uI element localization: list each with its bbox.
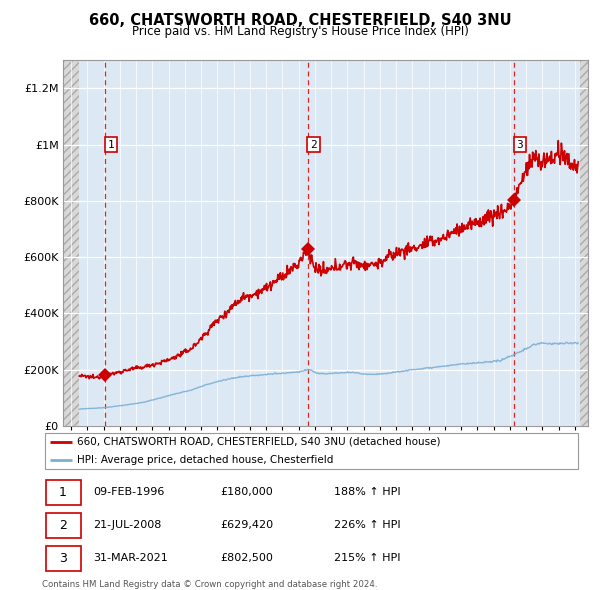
Text: Price paid vs. HM Land Registry's House Price Index (HPI): Price paid vs. HM Land Registry's House … bbox=[131, 25, 469, 38]
Text: Contains HM Land Registry data © Crown copyright and database right 2024.: Contains HM Land Registry data © Crown c… bbox=[42, 580, 377, 589]
Text: 09-FEB-1996: 09-FEB-1996 bbox=[94, 487, 164, 497]
Text: HPI: Average price, detached house, Chesterfield: HPI: Average price, detached house, Ches… bbox=[77, 455, 334, 465]
Text: 3: 3 bbox=[517, 140, 523, 150]
Bar bbox=[63, 60, 79, 426]
Text: 21-JUL-2008: 21-JUL-2008 bbox=[94, 520, 161, 530]
Text: 1: 1 bbox=[107, 140, 115, 150]
Text: 3: 3 bbox=[59, 552, 67, 565]
Text: £180,000: £180,000 bbox=[220, 487, 273, 497]
Text: 31-MAR-2021: 31-MAR-2021 bbox=[94, 553, 168, 563]
Text: 660, CHATSWORTH ROAD, CHESTERFIELD, S40 3NU (detached house): 660, CHATSWORTH ROAD, CHESTERFIELD, S40 … bbox=[77, 437, 440, 447]
Bar bbox=[580, 60, 588, 426]
Text: 215% ↑ HPI: 215% ↑ HPI bbox=[334, 553, 400, 563]
Text: £802,500: £802,500 bbox=[220, 553, 273, 563]
Text: 660, CHATSWORTH ROAD, CHESTERFIELD, S40 3NU: 660, CHATSWORTH ROAD, CHESTERFIELD, S40 … bbox=[89, 13, 511, 28]
FancyBboxPatch shape bbox=[45, 432, 578, 469]
Text: £629,420: £629,420 bbox=[220, 520, 274, 530]
Text: 2: 2 bbox=[59, 519, 67, 532]
Text: 188% ↑ HPI: 188% ↑ HPI bbox=[334, 487, 400, 497]
FancyBboxPatch shape bbox=[46, 513, 81, 538]
FancyBboxPatch shape bbox=[46, 480, 81, 505]
FancyBboxPatch shape bbox=[46, 546, 81, 571]
Text: 1: 1 bbox=[59, 486, 67, 499]
Text: 2: 2 bbox=[310, 140, 317, 150]
Text: 226% ↑ HPI: 226% ↑ HPI bbox=[334, 520, 400, 530]
